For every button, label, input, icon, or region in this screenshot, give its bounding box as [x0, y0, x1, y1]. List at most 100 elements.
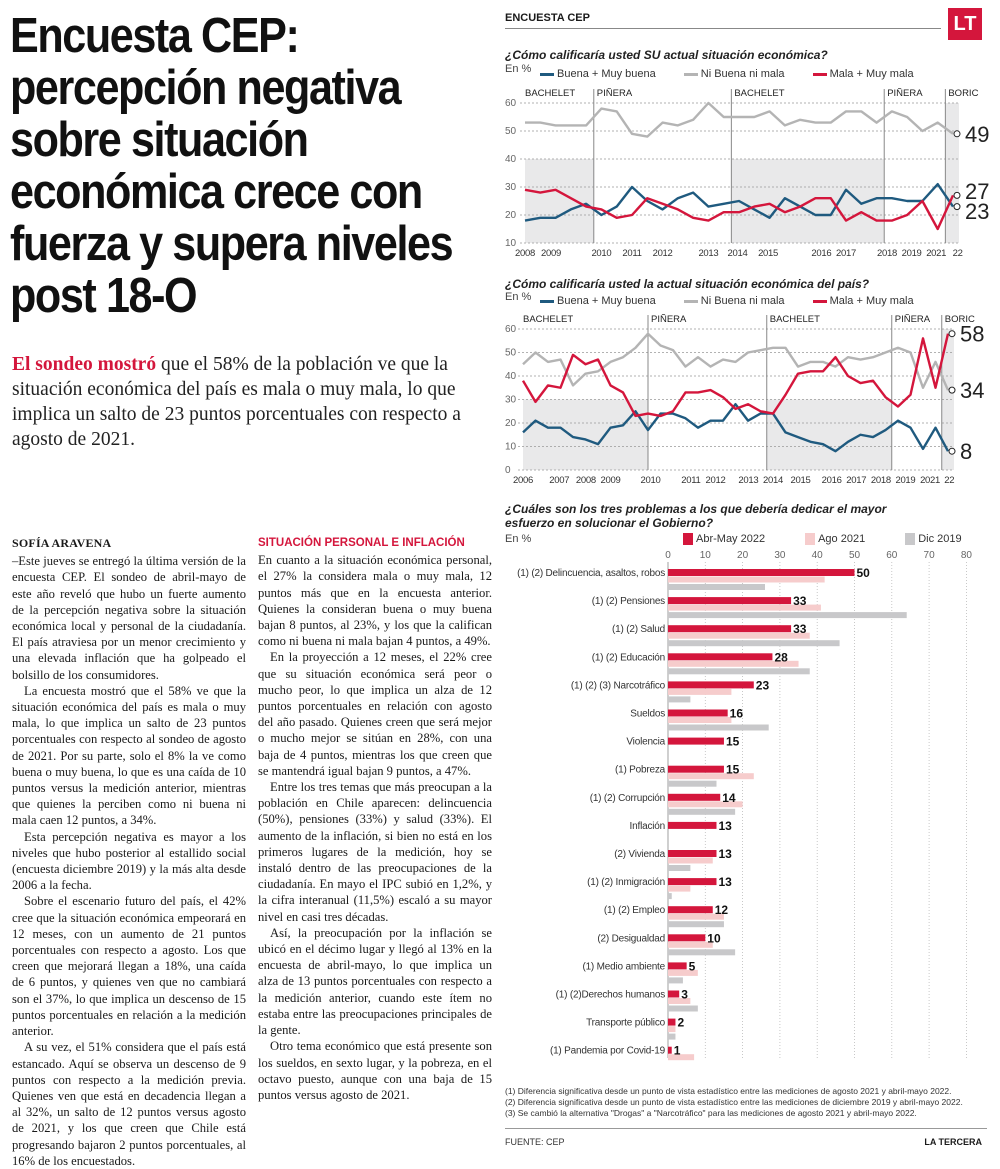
bar-ago-2021 [668, 717, 732, 723]
bar-dic-2019 [668, 724, 769, 731]
y-tick-label: 20 [505, 418, 517, 429]
bar-value-label: 14 [722, 791, 736, 805]
x-tick-label: 22 [953, 248, 963, 259]
bachelet-shade [731, 159, 885, 243]
bar-value-label: 1 [674, 1044, 681, 1058]
bar-value-label: 33 [793, 622, 807, 636]
x-tick-label: 2014 [728, 248, 748, 259]
bar-abr-may-2022 [668, 878, 717, 886]
logo: LT [948, 8, 982, 40]
bar-ago-2021 [668, 857, 713, 864]
end-marker [953, 203, 961, 211]
bar-dic-2019 [668, 780, 717, 787]
legend-label: Mala + Muy mala [829, 295, 914, 307]
legend-label: Mala + Muy mala [829, 68, 914, 80]
bar-value-label: 13 [718, 847, 732, 861]
bar-dic-2019 [668, 612, 907, 619]
x-tick-label: 2016 [822, 475, 842, 486]
legend-label: Buena + Muy buena [557, 295, 656, 307]
paragraph: A su vez, el 51% considera que el país e… [12, 1040, 246, 1168]
x-tick-label: 2021 [920, 475, 940, 486]
legend-item: Ago 2021 [805, 533, 866, 546]
bar-abr-may-2022 [668, 625, 792, 633]
bar-abr-may-2022 [668, 709, 728, 717]
x-tick-label: 22 [944, 475, 954, 486]
bar-abr-may-2022 [668, 821, 717, 829]
bar-value-label: 2 [677, 1016, 684, 1030]
y-tick-label: 60 [505, 324, 517, 335]
bar-value-label: 3 [681, 988, 688, 1002]
category-label: (2) Vivienda [614, 849, 665, 860]
bar-abr-may-2022 [668, 934, 706, 942]
end-value-label: 49 [965, 122, 989, 147]
category-label: (1) Pandemia por Covid-19 [550, 1046, 666, 1057]
paragraph: Sobre el escenario futuro del país, el 4… [12, 894, 246, 1039]
footnote: (3) Se cambió la alternativa "Drogas" a … [505, 1108, 917, 1118]
bar-abr-may-2022 [668, 1018, 676, 1026]
article-column-1: SOFÍA ARAVENA –Este jueves se entregó la… [12, 535, 246, 1169]
bar-value-label: 10 [707, 931, 721, 945]
category-label: (1) Pobreza [615, 765, 666, 776]
y-tick-label: 30 [505, 182, 517, 193]
section-label: ENCUESTA CEP [505, 12, 590, 24]
x-tick-label: 2009 [601, 475, 621, 486]
headline: Encuesta CEP: percepción negativa sobre … [10, 9, 454, 323]
period-label: BACHELET [734, 88, 784, 99]
bar-abr-may-2022 [668, 850, 717, 857]
end-marker [948, 330, 956, 338]
end-value-label: 27 [965, 179, 989, 204]
x-tick-label: 2010 [641, 475, 661, 486]
legend-label: Ago 2021 [818, 533, 866, 545]
x-tick-label: 2015 [758, 248, 778, 259]
x-tick-label: 2010 [591, 248, 611, 259]
legend-swatch [683, 299, 698, 303]
x-tick-label: 2009 [541, 248, 561, 259]
bachelet-shade [766, 399, 892, 470]
bar-abr-may-2022 [668, 990, 680, 998]
end-value-label: 34 [960, 378, 984, 403]
x-tick-label: 2018 [877, 248, 897, 259]
legend-item: Buena + Muy buena [540, 295, 656, 307]
y-tick-label: 30 [505, 395, 517, 406]
category-label: (1) (2) Educación [592, 652, 665, 663]
series-line-gray [525, 101, 954, 138]
bar-dic-2019 [668, 696, 691, 703]
chart3-legend: Abr-May 2022 Ago 2021 Dic 2019 [683, 533, 962, 546]
bar-dic-2019 [668, 808, 736, 815]
paragraph: –Este jueves se entregó la última versió… [12, 554, 246, 682]
bar-dic-2019 [668, 893, 672, 900]
bar-ago-2021 [668, 1026, 676, 1033]
bar-abr-may-2022 [668, 906, 713, 914]
category-label: Transporte público [586, 1018, 665, 1029]
x-tick-label: 2012 [706, 475, 726, 486]
end-marker [953, 191, 961, 199]
footnote: (1) Diferencia significativa desde un pu… [505, 1086, 952, 1096]
bar-ago-2021 [668, 604, 821, 611]
x-tick-label: 10 [700, 550, 712, 561]
y-tick-label: 40 [505, 154, 517, 165]
legend-item: Abr-May 2022 [683, 533, 765, 546]
category-label: Sueldos [630, 709, 665, 720]
x-tick-label: 2008 [576, 475, 596, 486]
bar-ago-2021 [668, 801, 743, 808]
series-line-blue [524, 182, 954, 222]
paragraph: Así, la preocupación por la inflación se… [258, 925, 492, 1038]
bar-abr-may-2022 [668, 962, 687, 970]
x-tick-label: 2018 [871, 475, 891, 486]
legend-swatch [805, 533, 816, 546]
period-label: BORIC [945, 314, 975, 325]
bar-abr-may-2022 [668, 765, 724, 773]
paragraph: Otro tema económico que está presente so… [258, 1039, 492, 1102]
bar-ago-2021 [668, 998, 691, 1004]
x-tick-label: 20 [737, 550, 749, 561]
series-line-red [521, 333, 950, 418]
divider [505, 28, 941, 29]
bar-dic-2019 [668, 1005, 698, 1012]
period-label: PIÑERA [651, 314, 687, 325]
end-value-label: 8 [960, 439, 972, 464]
legend-item: Ni Buena ni mala [683, 295, 785, 307]
bar-value-label: 12 [715, 903, 729, 917]
x-tick-label: 2013 [738, 475, 758, 486]
bar-dic-2019 [668, 668, 810, 675]
bar-dic-2019 [668, 977, 683, 984]
